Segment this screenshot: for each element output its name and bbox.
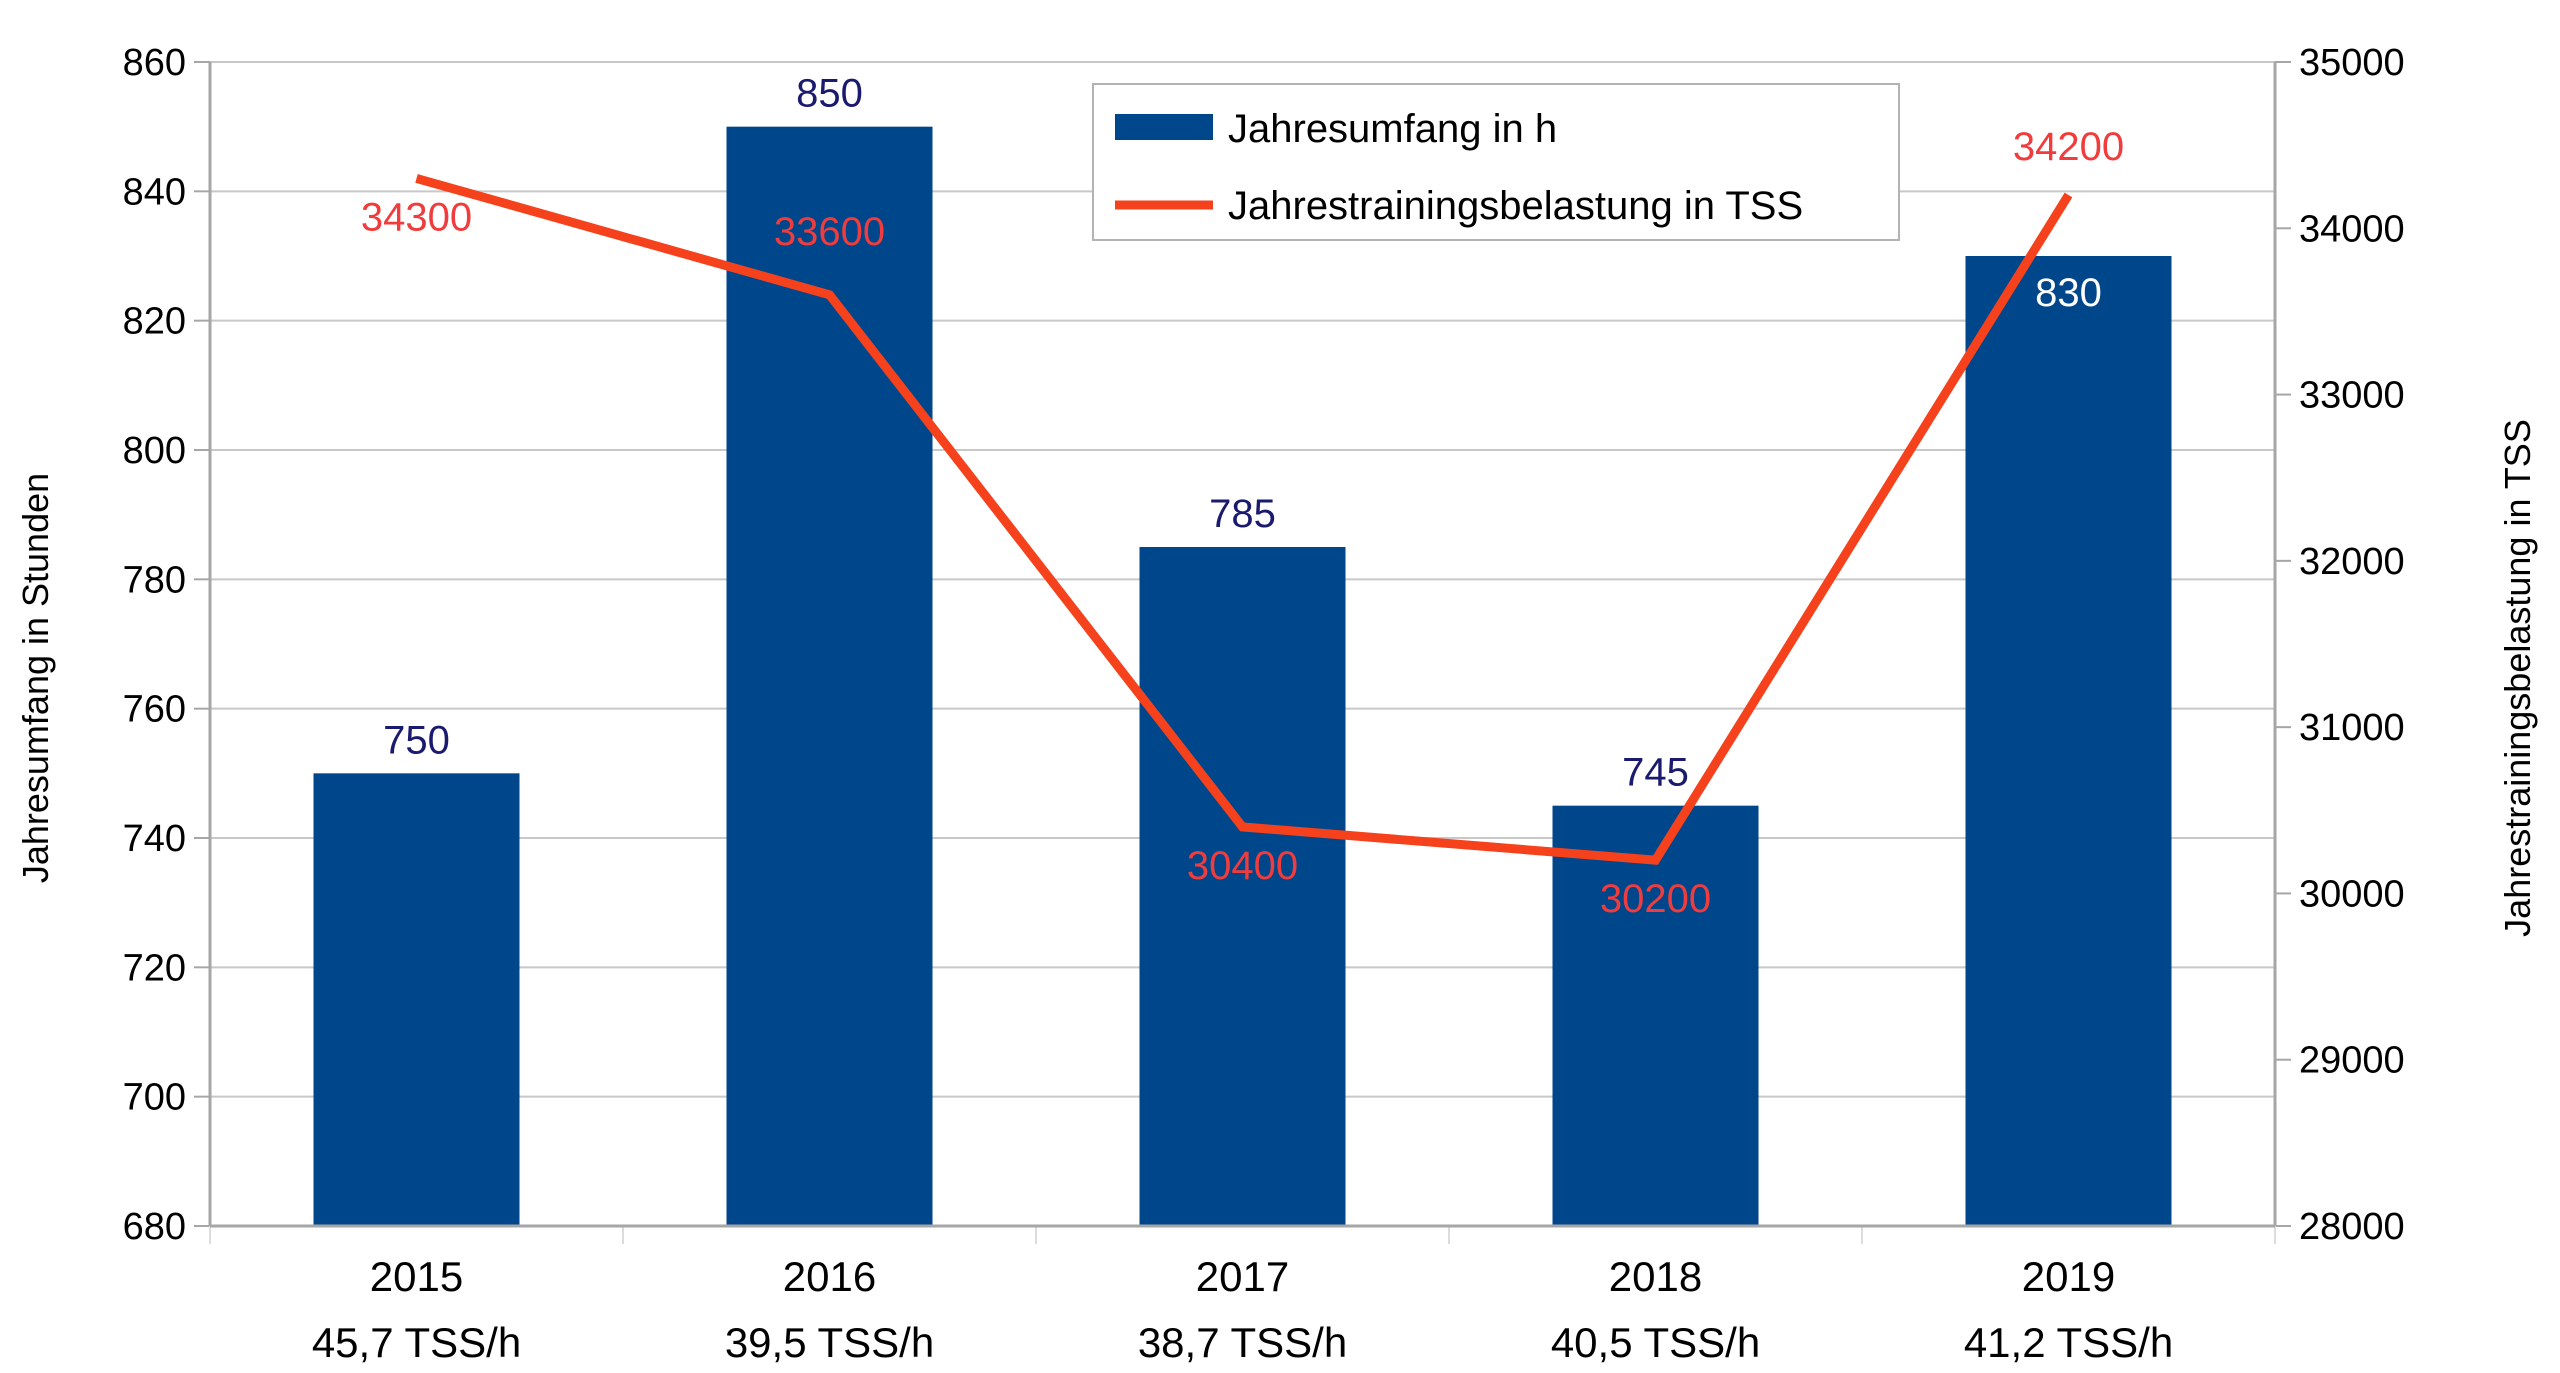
y2-tick-label: 29000 [2299, 1040, 2405, 1082]
x-tick-sublabel: 41,2 TSS/h [1964, 1319, 2173, 1366]
line-series [415, 174, 2073, 865]
bar-data-label: 850 [796, 72, 863, 116]
y2-tick-label: 28000 [2299, 1206, 2405, 1248]
y-tick-label: 800 [123, 430, 186, 472]
y-tick-label: 860 [123, 42, 186, 84]
x-tick-label: 2015 [370, 1253, 463, 1300]
data-labels: 750 850 785 745 830 34300 33600 30400 30200 34200 [361, 72, 2124, 922]
bar [1139, 547, 1346, 1226]
y2-tick-label: 32000 [2299, 541, 2405, 583]
y2-tick-label: 35000 [2299, 42, 2405, 84]
y-tick-label: 680 [123, 1206, 186, 1248]
line-series-path [415, 174, 2073, 865]
y-tick-label: 700 [123, 1077, 186, 1119]
y-tick-label: 840 [123, 171, 186, 213]
line-data-label: 30200 [1600, 877, 1711, 921]
y-tick-label: 820 [123, 301, 186, 343]
y2-tick-label: 30000 [2299, 873, 2405, 915]
y2-tick-label: 34000 [2299, 208, 2405, 250]
bar-data-label: 750 [383, 718, 450, 762]
line-data-label: 30400 [1187, 844, 1298, 888]
bar [726, 126, 933, 1227]
legend-box [1092, 83, 1900, 241]
bar [1965, 256, 2172, 1226]
x-tick-label: 2019 [2022, 1253, 2115, 1300]
bar [1552, 805, 1759, 1226]
x-tick-sublabel: 40,5 TSS/h [1551, 1319, 1760, 1366]
y-tick-label: 740 [123, 818, 186, 860]
x-tick-sublabel: 38,7 TSS/h [1138, 1319, 1347, 1366]
y2-tick-label: 33000 [2299, 375, 2405, 417]
y-tick-label: 780 [123, 559, 186, 601]
y-tick-label: 760 [123, 689, 186, 731]
y-tick-label: 720 [123, 947, 186, 989]
y2-axis-title: Jahrestrainingsbelastung in TSS [2497, 419, 2538, 937]
line-data-label: 34200 [2013, 125, 2124, 169]
x-tick-label: 2018 [1609, 1253, 1702, 1300]
bar-series [313, 126, 2172, 1227]
y2-tick-label: 31000 [2299, 707, 2405, 749]
x-tick-label: 2016 [783, 1253, 876, 1300]
legend: Jahresumfang in h Jahrestrainingsbelastun… [1092, 83, 1900, 241]
bar-data-label: 830 [2035, 271, 2102, 315]
x-tick-sublabel: 39,5 TSS/h [725, 1319, 934, 1366]
line-data-label: 33600 [774, 210, 885, 254]
axes: 680 700 720 740 760 780 800 820 840 860 28000 29000… [123, 42, 2405, 1366]
bar [313, 773, 520, 1226]
x-tick-sublabel: 45,7 TSS/h [312, 1319, 521, 1366]
y-axis-title: Jahresumfang in Stunden [15, 473, 56, 883]
bar-data-label: 785 [1209, 492, 1276, 536]
legend-entry-bar: Jahresumfang in h [1228, 107, 1557, 151]
legend-swatch-bar [1115, 114, 1213, 140]
line-data-label: 34300 [361, 195, 472, 239]
x-tick-label: 2017 [1196, 1253, 1289, 1300]
bar-data-label: 745 [1622, 751, 1689, 795]
legend-entry-line: Jahrestrainingsbelastung in TSS [1228, 184, 1803, 228]
